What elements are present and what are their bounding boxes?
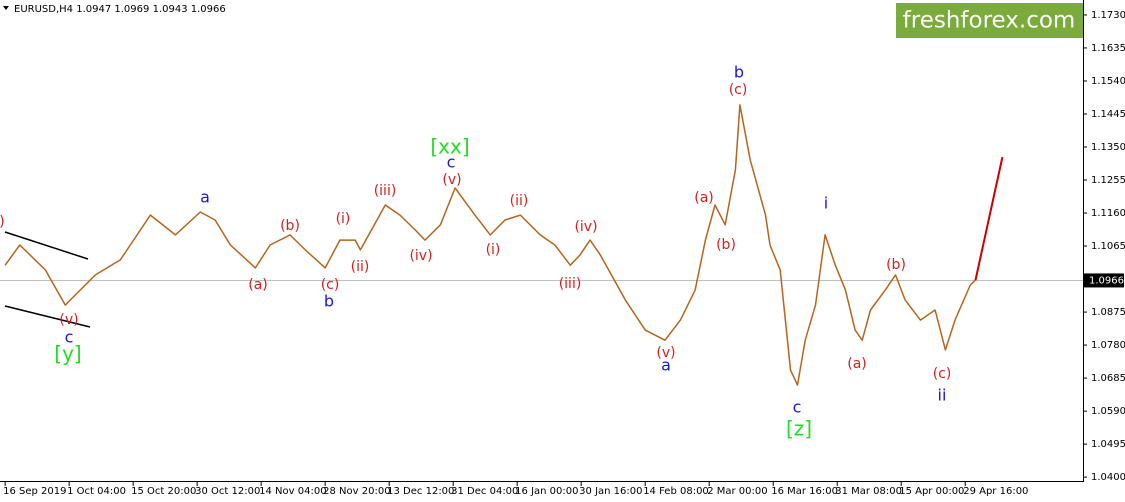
logo-box <box>896 3 1083 38</box>
y-tick-label: 1.1540 <box>1091 76 1125 87</box>
y-tick-label: 1.1635 <box>1091 43 1125 54</box>
wave-label: i <box>824 194 828 213</box>
wave-label: (v) <box>442 172 461 188</box>
x-tick-label: 16 Jan 00:00 <box>515 486 578 497</box>
x-tick-label: 16 Sep 2019 <box>3 486 66 497</box>
wave-label: a <box>661 356 671 375</box>
wave-label: (iv) <box>574 219 597 235</box>
open: 1.0947 <box>76 4 111 15</box>
wave-label: (iv) <box>409 248 432 264</box>
wave-label: ii <box>938 386 947 405</box>
wave-label: ) <box>0 214 5 230</box>
chart-header: EURUSD,H4 1.0947 1.0969 1.0943 1.0966 <box>14 4 226 15</box>
x-tick-label: 28 Nov 20:00 <box>323 486 390 497</box>
wave-label: (a) <box>694 190 714 206</box>
x-tick-label: 14 Feb 08:00 <box>643 486 709 497</box>
x-tick-label: 16 Mar 16:00 <box>771 486 838 497</box>
wave-label: (iii) <box>559 276 582 292</box>
wave-label: (v) <box>656 345 675 361</box>
wave-label: c <box>447 153 456 172</box>
wave-label: (i) <box>336 211 351 227</box>
y-tick-label: 1.1065 <box>1091 241 1125 252</box>
y-tick-label: 1.0780 <box>1091 340 1125 351</box>
y-tick-label: 1.0400 <box>1091 472 1125 483</box>
y-tick-label: 1.0685 <box>1091 373 1125 384</box>
wave-label: (v) <box>59 312 78 328</box>
wave-label: (b) <box>280 218 300 234</box>
wave-label: c <box>793 398 802 417</box>
x-tick-label: 30 Jan 16:00 <box>579 486 642 497</box>
wave-label: (c) <box>933 366 952 382</box>
wave-label: [y] <box>54 342 81 366</box>
x-tick-label: 30 Oct 12:00 <box>195 486 260 497</box>
x-tick-label: 13 Dec 12:00 <box>387 486 454 497</box>
current-price-label: 1.0966 <box>1089 275 1124 286</box>
price-line <box>4 104 977 386</box>
wave-label: a <box>200 188 210 207</box>
y-tick-label: 1.0495 <box>1091 439 1125 450</box>
x-tick-label: 31 Dec 04:00 <box>451 486 518 497</box>
high: 1.0969 <box>114 4 149 15</box>
wave-label: (iii) <box>374 183 397 199</box>
y-tick-label: 1.1730 <box>1091 10 1125 21</box>
current-price-box <box>1084 273 1124 288</box>
wave-label: (b) <box>716 237 736 253</box>
wave-label: c <box>65 328 74 347</box>
x-tick-label: 15 Oct 20:00 <box>131 486 196 497</box>
wave-label: (i) <box>486 242 501 258</box>
menu-arrow <box>3 6 9 10</box>
y-tick-label: 1.1350 <box>1091 142 1125 153</box>
x-tick-label: 2 Mar 00:00 <box>707 486 767 497</box>
wave-label: (c) <box>321 277 340 293</box>
wave-label: (c) <box>729 82 748 98</box>
x-tick-label: 1 Oct 04:00 <box>67 486 126 497</box>
wave-label: (ii) <box>510 193 529 209</box>
close: 1.0966 <box>191 4 226 15</box>
logo: freshforex.com <box>903 8 1076 34</box>
symbol: EURUSD,H4 <box>14 4 73 15</box>
y-tick-label: 1.1445 <box>1091 109 1125 120</box>
x-tick-label: 15 Apr 00:00 <box>899 486 964 497</box>
wave-label: (a) <box>248 277 268 293</box>
low: 1.0943 <box>153 4 188 15</box>
x-tick-label: 31 Mar 08:00 <box>835 486 902 497</box>
y-tick-label: 1.1255 <box>1091 175 1125 186</box>
y-tick-label: 1.0875 <box>1091 307 1125 318</box>
wave-label: (b) <box>886 257 906 273</box>
x-tick-label: 29 Apr 16:00 <box>963 486 1028 497</box>
projection-line <box>974 156 1004 281</box>
wave-label: b <box>734 63 744 82</box>
channel-lines <box>4 231 91 328</box>
wave-label: [z] <box>786 417 812 441</box>
x-tick-label: 14 Nov 04:00 <box>259 486 326 497</box>
wave-label: (ii) <box>351 259 370 275</box>
wave-label: (a) <box>847 356 867 372</box>
y-tick-label: 1.1160 <box>1091 208 1125 219</box>
wave-label: b <box>324 292 334 311</box>
wave-label: [xx] <box>430 135 469 159</box>
y-tick-label: 1.0590 <box>1091 406 1125 417</box>
